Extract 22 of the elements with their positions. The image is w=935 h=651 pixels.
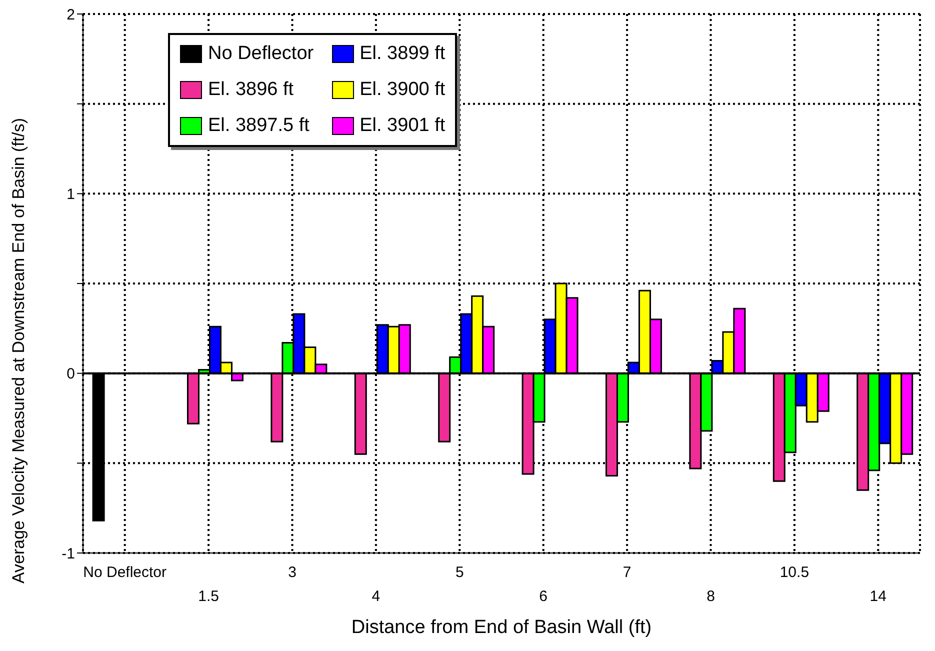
y-tick-label: 1 bbox=[66, 186, 75, 203]
legend-label: El. 3897.5 ft bbox=[208, 115, 310, 137]
legend-label: El. 3901 ft bbox=[360, 115, 446, 137]
x-tick-label: 8 bbox=[706, 588, 715, 605]
x-tick-label: 3 bbox=[288, 564, 296, 581]
y-tick-label: 2 bbox=[66, 6, 75, 24]
legend-label: El. 3900 ft bbox=[360, 79, 446, 101]
x-tick-label: No Deflector bbox=[83, 564, 167, 581]
x-tick-label: 6 bbox=[539, 588, 548, 605]
legend-label: El. 3896 ft bbox=[208, 79, 294, 101]
legend-label: No Deflector bbox=[208, 43, 314, 65]
x-tick-label: 1.5 bbox=[198, 588, 219, 605]
x-tick-label: 5 bbox=[455, 564, 464, 581]
y-axis-title: Average Velocity Measured at Downstream End of Basin (ft/s) bbox=[9, 118, 28, 584]
x-tick-label: 4 bbox=[372, 588, 380, 605]
legend-label: El. 3899 ft bbox=[360, 43, 446, 65]
y-tick-label: 0 bbox=[66, 366, 75, 383]
x-tick-label: 7 bbox=[622, 564, 632, 581]
y-tick-label: -1 bbox=[62, 545, 75, 562]
x-axis-title: Distance from End of Basin Wall (ft) bbox=[351, 617, 652, 638]
x-tick-label: 14 bbox=[870, 588, 886, 605]
x-tick-label: 10.5 bbox=[780, 564, 810, 581]
